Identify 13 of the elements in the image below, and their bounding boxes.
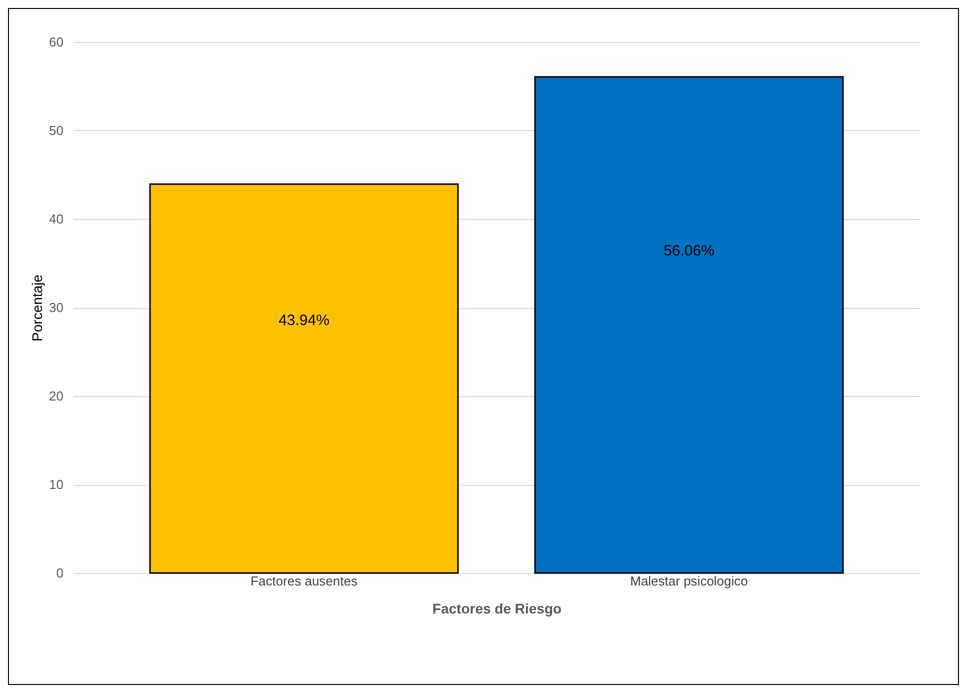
x-tick-label: Malestar psicologico: [630, 574, 748, 588]
x-tick-label: Factores ausentes: [250, 574, 358, 588]
x-axis-title: Factores de Riesgo: [432, 600, 562, 616]
y-tick-label: 10: [49, 477, 64, 492]
y-axis-title: Porcentaje: [29, 274, 46, 342]
data-label: 56.06%: [664, 242, 714, 260]
y-tick-label: 40: [49, 212, 64, 226]
y-tick-label: 30: [49, 300, 64, 315]
y-tick-label: 60: [49, 34, 64, 50]
y-tick-label: 20: [49, 388, 64, 404]
y-tick-label: 50: [49, 123, 64, 138]
data-label: 43.94%: [278, 312, 330, 330]
y-tick-label: 0: [56, 566, 64, 580]
